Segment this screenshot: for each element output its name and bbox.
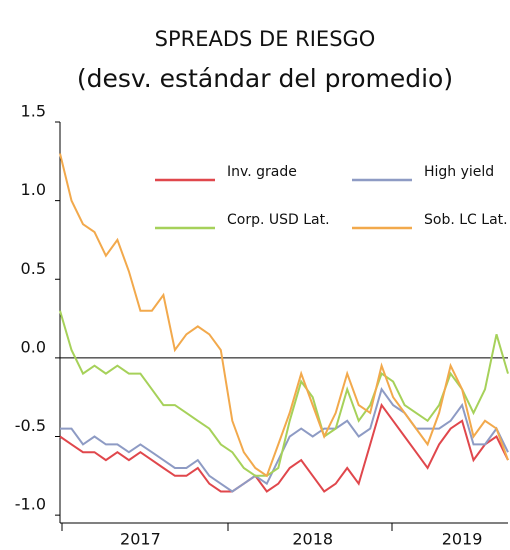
x-tick-label: 2017	[120, 530, 161, 549]
chart-subtitle: (desv. estándar del promedio)	[77, 64, 453, 93]
y-tick-label: 0.0	[21, 337, 46, 356]
legend-label: High yield	[424, 164, 494, 180]
series-line	[59, 153, 509, 478]
series-line	[59, 402, 509, 493]
legend-label: Corp. USD Lat.	[227, 212, 330, 228]
legend-label: Sob. LC Lat.	[424, 212, 508, 228]
y-tick-label: 1.5	[21, 102, 46, 121]
x-tick-label: 2019	[442, 530, 483, 549]
y-tick-label: -1.0	[15, 495, 46, 514]
legend-label: Inv. grade	[227, 164, 297, 180]
y-tick-label: -0.5	[15, 416, 46, 435]
series-line	[59, 310, 509, 477]
y-tick-label: 1.0	[21, 180, 46, 199]
chart-title: SPREADS DE RIESGO	[155, 27, 376, 51]
y-tick-label: 0.5	[21, 259, 46, 278]
x-tick-label: 2018	[292, 530, 333, 549]
